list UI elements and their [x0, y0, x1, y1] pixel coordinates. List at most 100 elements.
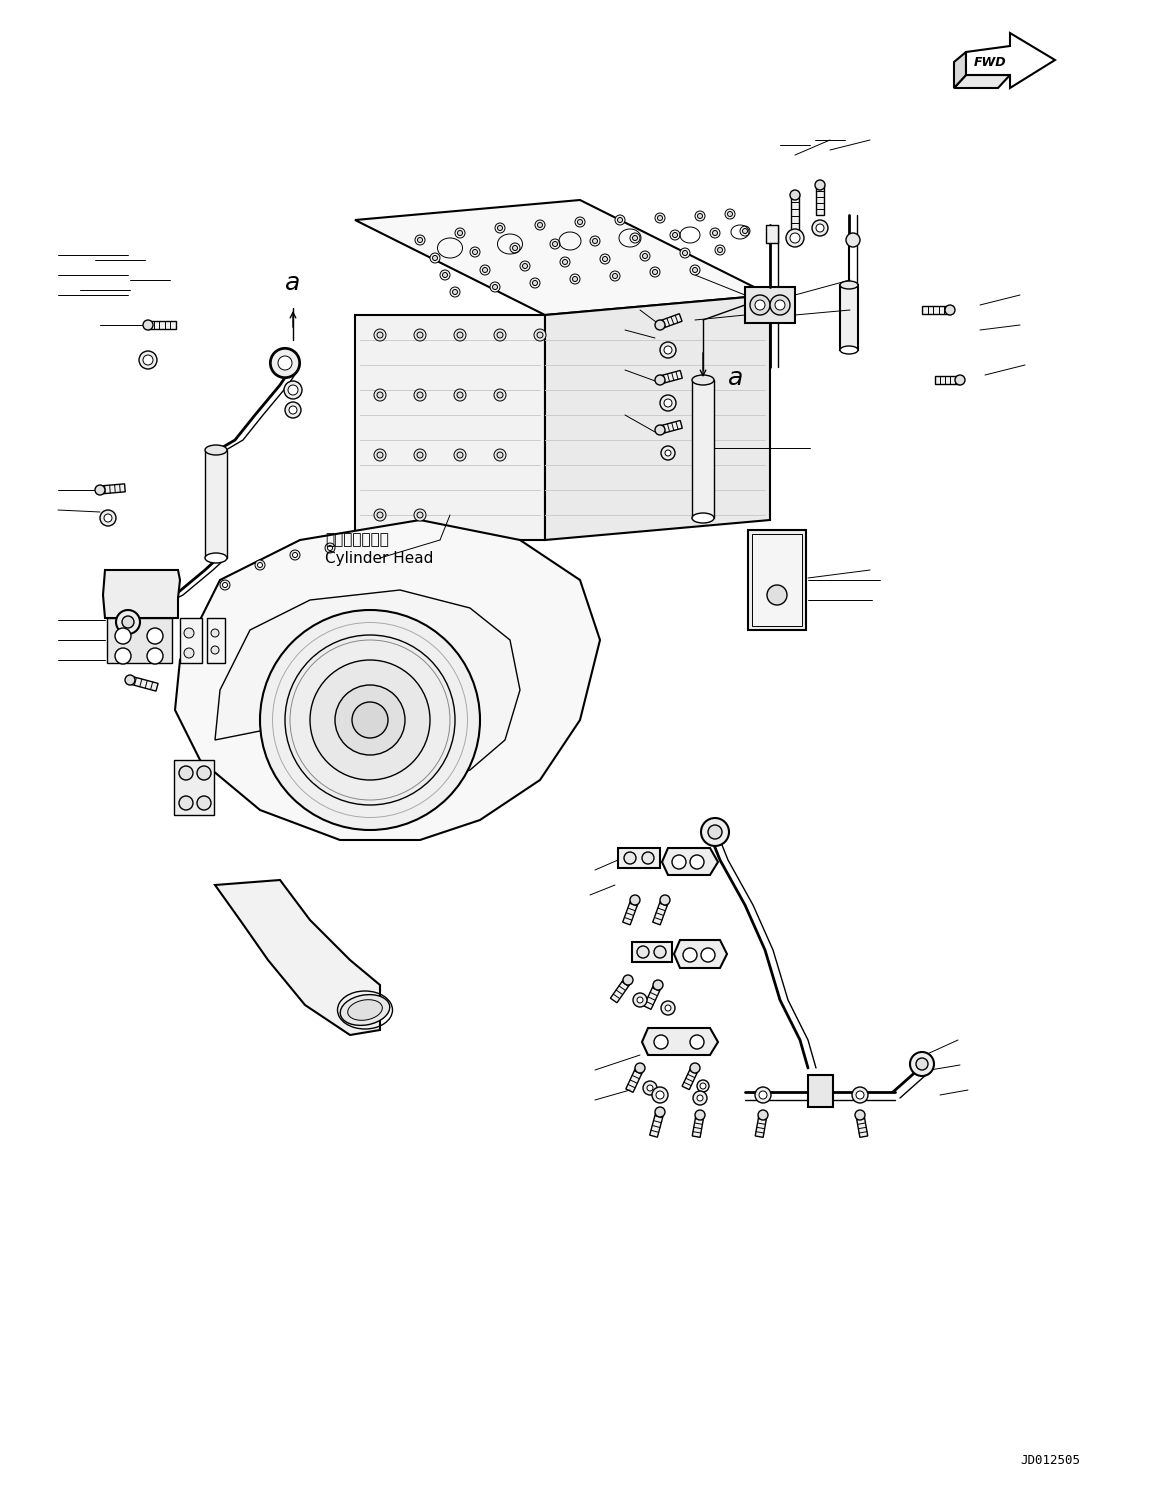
Circle shape — [147, 649, 163, 663]
Circle shape — [497, 452, 503, 458]
Circle shape — [440, 270, 450, 280]
Circle shape — [290, 550, 300, 561]
Text: FWD: FWD — [974, 57, 1007, 70]
Circle shape — [277, 356, 293, 370]
Circle shape — [789, 189, 800, 200]
Circle shape — [683, 948, 697, 962]
Circle shape — [457, 392, 463, 398]
Circle shape — [815, 180, 825, 189]
Circle shape — [310, 661, 430, 780]
Circle shape — [618, 218, 622, 222]
Polygon shape — [682, 1066, 699, 1090]
Polygon shape — [652, 899, 669, 924]
Circle shape — [854, 1109, 865, 1120]
Circle shape — [179, 766, 193, 780]
Circle shape — [374, 449, 385, 461]
Circle shape — [945, 306, 956, 315]
Circle shape — [258, 562, 262, 568]
Circle shape — [550, 239, 560, 249]
Ellipse shape — [347, 999, 382, 1020]
Circle shape — [125, 675, 135, 684]
Circle shape — [377, 392, 383, 398]
Circle shape — [219, 580, 230, 590]
Circle shape — [610, 271, 620, 280]
Circle shape — [572, 276, 577, 282]
Ellipse shape — [205, 553, 228, 564]
Bar — [174, 760, 214, 816]
Bar — [180, 617, 202, 663]
Ellipse shape — [841, 280, 858, 289]
Circle shape — [633, 236, 637, 240]
Circle shape — [104, 514, 111, 522]
Circle shape — [652, 1087, 668, 1103]
Circle shape — [956, 376, 965, 385]
Polygon shape — [642, 1027, 717, 1056]
Circle shape — [522, 264, 527, 268]
Circle shape — [812, 221, 828, 236]
Circle shape — [143, 355, 153, 365]
Circle shape — [483, 267, 488, 273]
Circle shape — [910, 1053, 933, 1077]
Circle shape — [692, 267, 698, 273]
Circle shape — [535, 221, 545, 230]
Circle shape — [654, 945, 666, 959]
Circle shape — [661, 1000, 675, 1015]
Circle shape — [759, 1091, 767, 1099]
Circle shape — [856, 1091, 864, 1099]
Circle shape — [277, 355, 293, 371]
Circle shape — [846, 233, 860, 248]
Circle shape — [533, 280, 538, 285]
Circle shape — [789, 233, 800, 243]
Circle shape — [492, 285, 498, 289]
Polygon shape — [100, 485, 125, 494]
Polygon shape — [791, 195, 799, 230]
Circle shape — [325, 543, 336, 553]
Circle shape — [701, 948, 715, 962]
Circle shape — [143, 321, 153, 330]
Text: シリンダヘッド: シリンダヘッド — [325, 532, 389, 547]
Circle shape — [288, 385, 298, 395]
Circle shape — [520, 261, 531, 271]
Circle shape — [665, 450, 671, 456]
Circle shape — [352, 702, 388, 738]
Circle shape — [223, 583, 228, 587]
Polygon shape — [129, 675, 158, 692]
Circle shape — [637, 997, 643, 1003]
Circle shape — [693, 1091, 707, 1105]
Polygon shape — [545, 295, 770, 540]
Circle shape — [271, 347, 300, 379]
Circle shape — [786, 230, 805, 248]
Circle shape — [575, 218, 585, 227]
Ellipse shape — [205, 444, 228, 455]
Circle shape — [642, 253, 648, 258]
Bar — [748, 529, 806, 631]
Circle shape — [417, 392, 423, 398]
Circle shape — [377, 332, 383, 338]
Circle shape — [479, 265, 490, 274]
Circle shape — [493, 389, 506, 401]
Circle shape — [414, 449, 426, 461]
Polygon shape — [632, 942, 672, 962]
Bar — [752, 534, 802, 626]
Circle shape — [490, 282, 500, 292]
Circle shape — [652, 270, 657, 274]
Circle shape — [776, 300, 785, 310]
Circle shape — [640, 250, 650, 261]
Circle shape — [457, 231, 462, 236]
Polygon shape — [626, 1066, 643, 1093]
Circle shape — [417, 452, 423, 458]
Polygon shape — [215, 590, 520, 784]
Circle shape — [690, 854, 704, 869]
Circle shape — [816, 224, 824, 233]
Polygon shape — [954, 75, 1010, 88]
Circle shape — [374, 389, 385, 401]
Circle shape — [652, 980, 663, 990]
Polygon shape — [355, 200, 770, 315]
Circle shape — [659, 341, 676, 358]
Polygon shape — [644, 983, 662, 1009]
Circle shape — [454, 389, 466, 401]
Circle shape — [623, 851, 636, 863]
Circle shape — [211, 629, 219, 637]
Circle shape — [457, 332, 463, 338]
Ellipse shape — [692, 376, 714, 385]
